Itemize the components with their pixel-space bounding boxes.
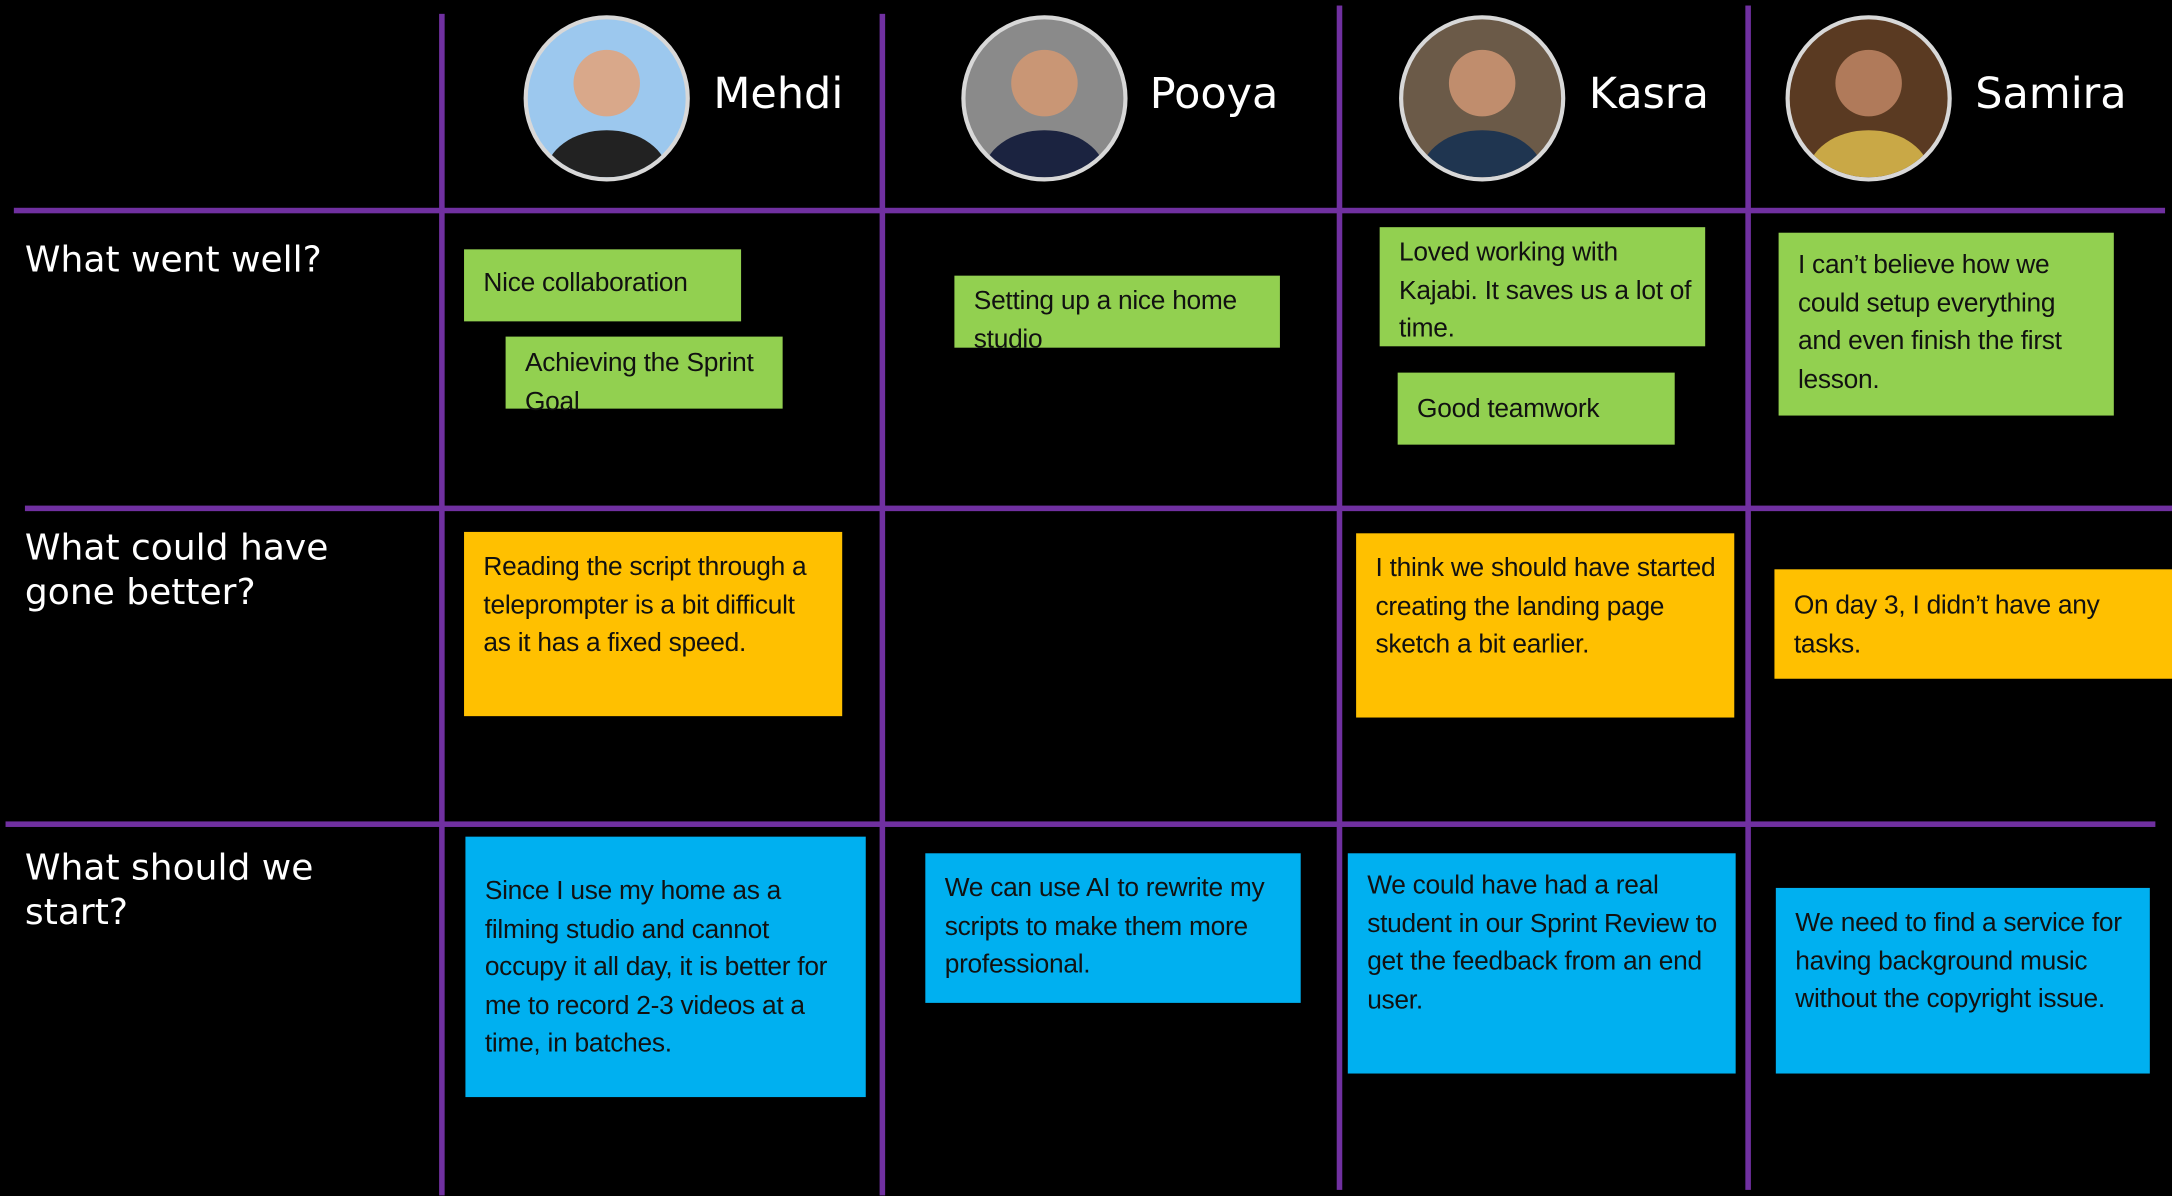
member-name: Pooya xyxy=(1149,69,1279,120)
sticky-note: I can’t believe how we could setup every… xyxy=(1778,232,2114,416)
avatar xyxy=(1399,15,1566,182)
column-divider xyxy=(1336,5,1343,1190)
sticky-note: Achieving the Sprint Goal xyxy=(505,336,783,416)
sticky-note: We could have had a real student in our … xyxy=(1347,853,1736,1074)
row-label: What could have gone better? xyxy=(24,527,329,614)
row-divider xyxy=(24,505,2172,512)
column-divider xyxy=(439,13,445,1196)
avatar xyxy=(1785,15,1952,182)
column-divider xyxy=(1745,5,1751,1190)
member-name: Mehdi xyxy=(713,69,844,120)
sticky-note: We need to find a service for having bac… xyxy=(1775,887,2150,1074)
sticky-note: Loved working with Kajabi. It saves us a… xyxy=(1379,227,1706,347)
sticky-note: Setting up a nice home studio xyxy=(954,275,1280,354)
row-label: What went well? xyxy=(24,239,322,282)
avatar xyxy=(961,15,1128,182)
avatar xyxy=(523,15,690,182)
row-divider xyxy=(13,207,2166,214)
member-name: Samira xyxy=(1975,69,2127,120)
member-name: Kasra xyxy=(1588,69,1709,120)
sticky-note: We can use AI to rewrite my scripts to m… xyxy=(925,853,1301,1003)
sticky-note: I think we should have started creating … xyxy=(1356,533,1735,718)
sticky-note: Good teamwork xyxy=(1397,372,1675,445)
row-label: What should we start? xyxy=(24,847,314,934)
column-divider xyxy=(879,13,886,1196)
sticky-note: Since I use my home as a filming studio … xyxy=(465,836,866,1098)
sticky-note: Reading the script through a teleprompte… xyxy=(464,531,843,717)
sticky-note: On day 3, I didn’t have any tasks. xyxy=(1774,569,2172,679)
row-divider xyxy=(5,821,2156,827)
sticky-note: Nice collaboration xyxy=(464,249,742,322)
